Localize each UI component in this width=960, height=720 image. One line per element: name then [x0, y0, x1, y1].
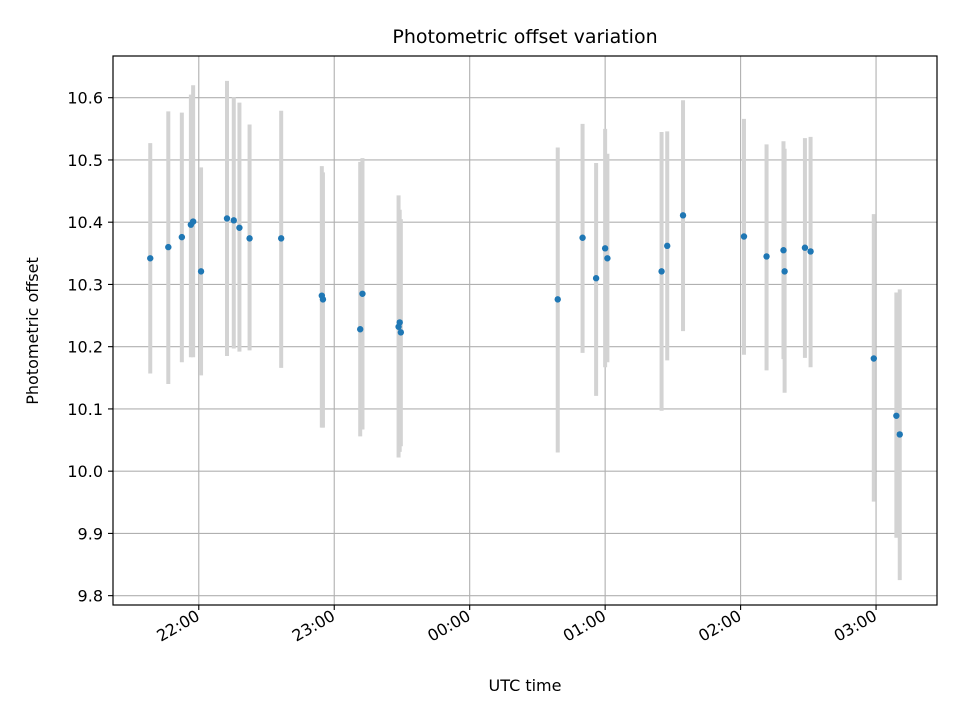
data-point	[277, 235, 285, 242]
grid	[113, 56, 937, 605]
data-point	[189, 218, 197, 225]
data-point	[870, 355, 877, 362]
data-point	[740, 233, 748, 240]
x-tick-label: 23:00	[289, 606, 338, 646]
data-point	[359, 290, 366, 297]
data-points	[147, 212, 903, 438]
data-point	[236, 224, 243, 231]
data-point	[781, 268, 788, 275]
data-point	[763, 253, 770, 260]
data-point	[147, 255, 154, 262]
data-point	[604, 255, 611, 262]
plot-frame	[112, 55, 938, 606]
y-tick-label: 10.4	[67, 213, 103, 232]
y-tick-label: 10.5	[67, 151, 103, 170]
data-point	[230, 217, 237, 224]
data-point	[554, 296, 561, 303]
data-point	[223, 215, 231, 222]
data-point	[197, 268, 205, 275]
data-point	[896, 431, 903, 438]
data-point	[396, 319, 403, 326]
x-tick-label: 22:00	[153, 606, 202, 646]
data-point	[165, 243, 172, 251]
data-point	[592, 275, 600, 282]
y-tick-label: 9.8	[78, 587, 103, 606]
data-point	[679, 212, 687, 219]
chart-title: Photometric offset variation	[392, 26, 657, 48]
x-tick-label: 01:00	[560, 606, 609, 646]
y-tick-label: 10.3	[67, 275, 103, 294]
y-tick-label: 10.1	[67, 400, 103, 419]
error-bars	[148, 80, 902, 581]
data-point	[807, 248, 814, 255]
data-point	[801, 244, 809, 251]
data-point	[893, 412, 900, 419]
x-tick-label: 03:00	[831, 606, 880, 646]
y-tick-label: 9.9	[78, 524, 103, 543]
data-point	[357, 326, 364, 333]
x-tick-label: 02:00	[695, 606, 744, 646]
data-point	[601, 245, 609, 252]
data-point	[319, 296, 327, 303]
y-tick-label: 10.6	[67, 89, 103, 108]
data-point	[664, 242, 671, 250]
y-axis-label: Photometric offset	[23, 257, 42, 405]
data-point	[397, 329, 405, 336]
y-tick-label: 10.0	[67, 462, 103, 481]
data-point	[246, 235, 253, 242]
data-point	[579, 234, 586, 241]
data-point	[780, 247, 787, 254]
data-point	[178, 233, 186, 241]
data-point	[658, 268, 665, 275]
x-tick-label: 00:00	[424, 606, 473, 646]
x-axis-label: UTC time	[489, 676, 562, 695]
y-tick-label: 10.2	[67, 338, 103, 357]
